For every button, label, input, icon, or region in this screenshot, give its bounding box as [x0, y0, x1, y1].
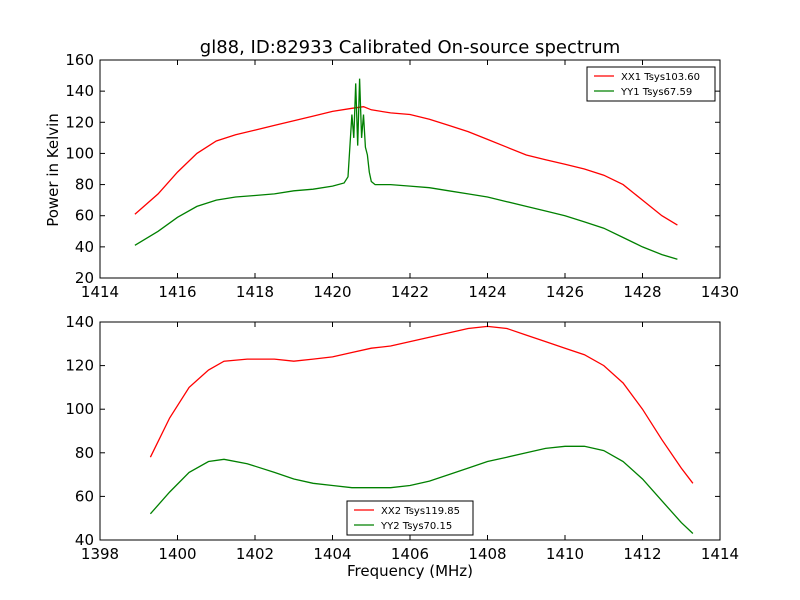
y-tick-label: 140: [65, 313, 94, 331]
x-tick-label: 1430: [701, 283, 739, 301]
y-tick-label: 120: [65, 357, 94, 375]
x-tick-label: 1410: [546, 545, 584, 563]
y-tick-label: 140: [65, 82, 94, 100]
x-tick-label: 1422: [391, 283, 429, 301]
x-tick-label: 1402: [236, 545, 274, 563]
x-tick-label: 1412: [623, 545, 661, 563]
y-tick-label: 120: [65, 113, 94, 131]
x-tick-label: 1404: [313, 545, 351, 563]
y-tick-label: 60: [75, 207, 94, 225]
x-tick-label: 1428: [623, 283, 661, 301]
legend-label: XX1 Tsys103.60: [621, 72, 700, 83]
x-tick-label: 1400: [158, 545, 196, 563]
x-tick-label: 1414: [701, 545, 739, 563]
chart-title: gl88, ID:82933 Calibrated On-source spec…: [200, 37, 620, 58]
y-tick-label: 100: [65, 400, 94, 418]
legend-box: [586, 66, 716, 102]
y-tick-label: 40: [75, 531, 94, 549]
x-tick-label: 1406: [391, 545, 429, 563]
legend-label: XX2 Tsys119.85: [381, 506, 460, 517]
legend-0: XX1 Tsys103.60 YY1 Tsys67.59: [586, 66, 716, 102]
x-tick-label: 1408: [468, 545, 506, 563]
x-tick-label: 1414: [81, 283, 119, 301]
series-line-1-1: [149, 445, 694, 534]
series-line-0-1: [134, 78, 678, 260]
series-line-1-0: [149, 325, 694, 484]
legend-1: XX2 Tsys119.85 YY2 Tsys70.15: [346, 500, 474, 536]
y-tick-label: 160: [65, 51, 94, 69]
x-tick-label: 1424: [468, 283, 506, 301]
y-tick-label: 80: [75, 176, 94, 194]
top-y-axis-label: Power in Kelvin: [44, 113, 62, 227]
x-axis-label: Frequency (MHz): [347, 562, 473, 580]
x-tick-label: 1420: [313, 283, 351, 301]
y-tick-label: 100: [65, 144, 94, 162]
plot-panel-0: 1414 1416 1418 1420 1422 1424 1426 1428 1430 20 40…: [65, 51, 739, 301]
y-tick-label: 80: [75, 444, 94, 462]
y-tick-label: 40: [75, 238, 94, 256]
x-tick-label: 1416: [158, 283, 196, 301]
legend-label: YY2 Tsys70.15: [380, 521, 452, 532]
plot-panel-1: 1398 1400 1402 1404 1406 1408 1410 1412 1414 40 60…: [65, 313, 739, 563]
x-tick-label: 1426: [546, 283, 584, 301]
series-line-0-0: [134, 106, 678, 226]
x-tick-label: 1398: [81, 545, 119, 563]
legend-label: YY1 Tsys67.59: [620, 87, 692, 98]
x-tick-label: 1418: [236, 283, 274, 301]
legend-box: [346, 500, 474, 536]
y-tick-label: 60: [75, 487, 94, 505]
y-tick-label: 20: [75, 269, 94, 287]
